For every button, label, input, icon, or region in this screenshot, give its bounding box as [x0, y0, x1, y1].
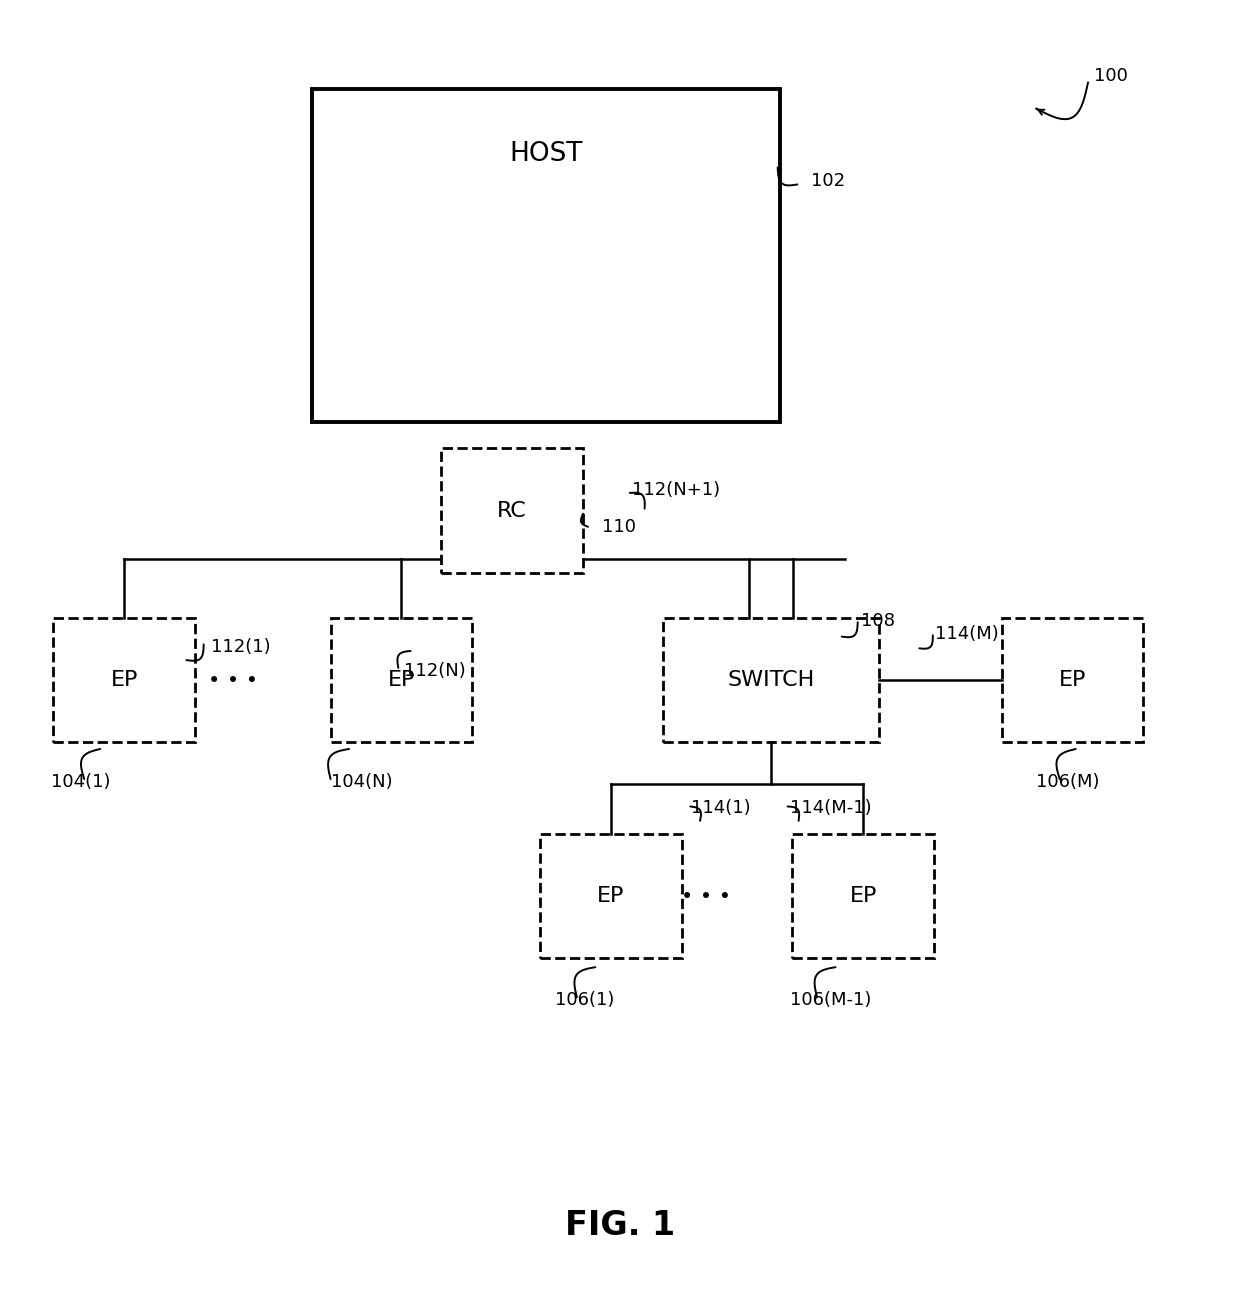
Text: • • •: • • • [208, 671, 258, 690]
Text: RC: RC [497, 501, 527, 521]
Text: 106(M-1): 106(M-1) [790, 990, 872, 1009]
Bar [792, 834, 934, 959]
Text: 110: 110 [601, 518, 636, 535]
Text: 104(N): 104(N) [331, 773, 392, 790]
Text: EP: EP [1059, 671, 1086, 690]
Text: EP: EP [388, 671, 415, 690]
Text: 114(M-1): 114(M-1) [790, 798, 872, 817]
Text: • • •: • • • [681, 886, 732, 906]
Bar [331, 618, 472, 743]
Text: SWITCH: SWITCH [727, 671, 815, 690]
Text: 112(N+1): 112(N+1) [632, 481, 720, 500]
Bar [312, 89, 780, 422]
Text: 106(M): 106(M) [1037, 773, 1100, 790]
Text: 102: 102 [811, 171, 844, 189]
Text: 112(1): 112(1) [211, 638, 270, 656]
Bar [53, 618, 195, 743]
Text: 100: 100 [1094, 67, 1128, 85]
Text: 114(M): 114(M) [935, 625, 999, 643]
Text: FIG. 1: FIG. 1 [565, 1210, 675, 1243]
Text: 104(1): 104(1) [51, 773, 110, 790]
Text: 108: 108 [862, 611, 895, 630]
Text: 112(N): 112(N) [404, 661, 466, 680]
Text: 106(1): 106(1) [554, 990, 614, 1009]
Text: EP: EP [849, 886, 877, 906]
Text: EP: EP [110, 671, 138, 690]
Bar [1002, 618, 1143, 743]
Text: EP: EP [598, 886, 625, 906]
Bar [663, 618, 879, 743]
Bar [539, 834, 682, 959]
Text: HOST: HOST [510, 142, 583, 167]
Bar [441, 448, 583, 572]
Text: 114(1): 114(1) [692, 798, 751, 817]
